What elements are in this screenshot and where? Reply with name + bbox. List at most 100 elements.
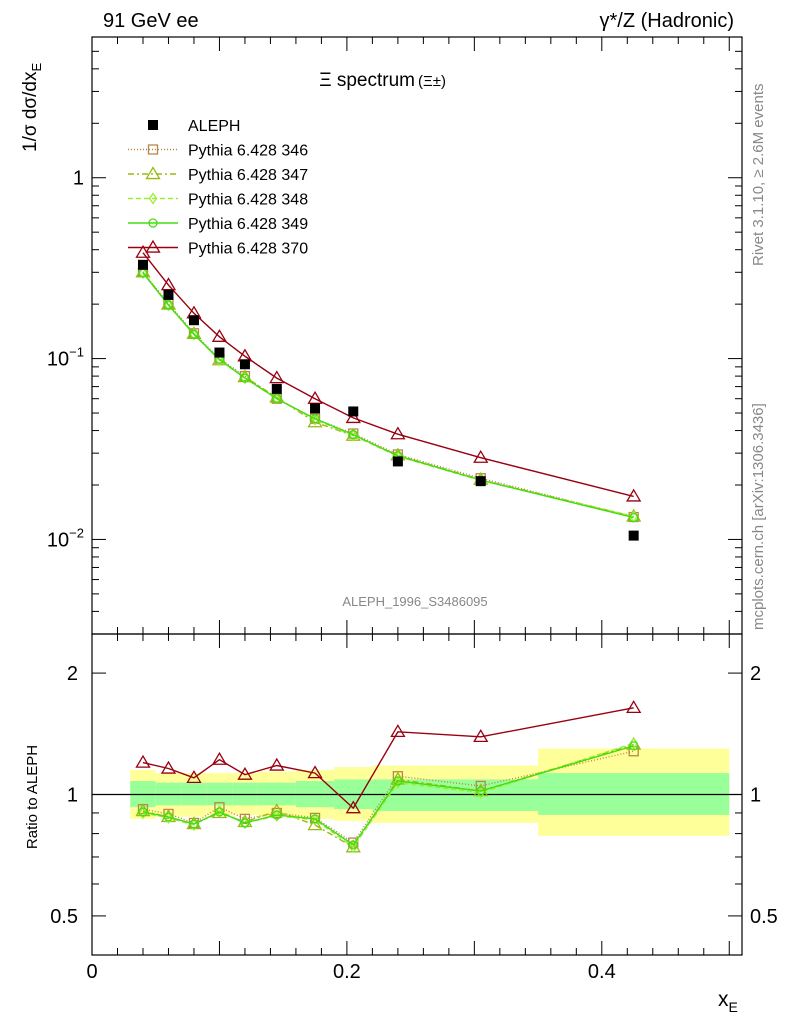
main-mc-point-4-8 <box>390 426 406 440</box>
main-mc-series-line-0 <box>142 271 634 518</box>
legend-marker-2 <box>145 166 161 180</box>
main-y-tick-label-1: 10−1 <box>47 345 84 371</box>
svg-text:1/σ dσ/dxE: 1/σ dσ/dxE <box>20 63 44 153</box>
main-data-point-0-10 <box>628 530 639 541</box>
ratio-series-4 <box>135 700 642 814</box>
main-mc-point-4-9 <box>473 449 489 463</box>
main-ylabel: 1/σ dσ/dxE <box>20 63 44 153</box>
axes-layer: 10−2 10−1 1 0.5 0.5 1 1 2 2 0 0.2 0.4 <box>47 36 778 983</box>
legend-label-5: Pythia 6.428 370 <box>188 241 308 258</box>
legend-label-2: Pythia 6.428 347 <box>188 167 308 184</box>
ratio-point-3-9 <box>476 786 486 796</box>
ratio-point-3-1 <box>163 812 174 822</box>
main-mc-point-4-5 <box>269 370 285 384</box>
main-mc-point-3-2 <box>189 329 199 340</box>
main-mc-point-3-10 <box>629 512 639 523</box>
x-axis-label: xE <box>718 988 738 1015</box>
main-mc-point-4-6 <box>307 390 323 404</box>
main-mc-series-1 <box>135 264 642 522</box>
main-mc-point-4-7 <box>345 410 361 424</box>
rivet-note: Rivet 3.1.10, ≥ 2.6M events <box>750 84 767 267</box>
main-y-tick-label-0: 10−2 <box>47 525 84 551</box>
ratio-point-4-5 <box>269 757 285 771</box>
main-data-point-0-1 <box>163 289 174 300</box>
main-mc-series-3 <box>138 268 639 523</box>
main-mc-series-line-2 <box>142 272 634 518</box>
ratio-point-3-0 <box>138 807 148 817</box>
chart-title-suffix: (Ξ±) <box>418 73 446 90</box>
analysis-watermark: ALEPH_1996_S3486095 <box>342 594 487 609</box>
legend-entry-2: Pythia 6.428 347 <box>128 166 308 184</box>
header-left: 91 GeV ee <box>103 10 199 32</box>
ratio-point-3-10 <box>629 741 639 751</box>
main-data-point-0-8 <box>392 456 403 467</box>
main-mc-series-0 <box>137 266 639 523</box>
ratio-point-4-1 <box>160 760 177 774</box>
legend-entry-4: Pythia 6.428 349 <box>128 216 308 233</box>
x-axis-label-main: x <box>718 988 729 1011</box>
ratio-point-4-0 <box>135 754 151 768</box>
x-tick-label-2: 0.4 <box>588 961 616 983</box>
legend-entry-0: ALEPH <box>148 118 240 135</box>
legend-marker-5 <box>145 239 161 253</box>
ratio-y-tick-label-left-1: 1 <box>67 785 78 807</box>
main-mc-point-4-10 <box>626 488 642 502</box>
svg-text:mcplots.cern.ch [arXiv:1306.34: mcplots.cern.ch [arXiv:1306.3436] <box>750 403 767 630</box>
ratio-point-1-6 <box>307 817 323 831</box>
main-mc-series-line-4 <box>142 252 634 498</box>
main-ylabel-sub: E <box>29 63 44 72</box>
ratio-point-2-5 <box>272 809 282 823</box>
legend-entry-1: Pythia 6.428 346 <box>128 143 308 160</box>
ratio-point-4-8 <box>390 724 406 738</box>
ratio-point-4-7 <box>345 800 361 814</box>
chart-title: Ξ spectrum <box>319 70 415 91</box>
main-mc-point-3-4 <box>240 373 250 383</box>
main-mc-point-2-0 <box>138 266 148 280</box>
x-tick-label-0: 0 <box>86 961 97 983</box>
ratio-point-3-3 <box>214 807 225 817</box>
main-data-point-0-0 <box>137 259 148 270</box>
main-mc-point-4-3 <box>211 328 228 342</box>
svg-text:Ratio to ALEPH: Ratio to ALEPH <box>24 745 41 849</box>
x-tick-label-1: 0.2 <box>333 961 361 983</box>
ratio-series-3 <box>138 741 639 850</box>
ratio-point-4-10 <box>626 700 642 714</box>
legend-marker-3 <box>148 192 158 205</box>
main-data-point-0-4 <box>239 359 250 370</box>
ratio-point-3-6 <box>310 814 320 824</box>
ratio-series-line-3 <box>142 745 634 846</box>
main-mc-point-4-1 <box>160 277 177 291</box>
main-data-series-0 <box>137 259 639 541</box>
main-mc-series-line-1 <box>142 271 634 518</box>
legend-marker-4 <box>148 218 158 228</box>
legend-entry-3: Pythia 6.428 348 <box>128 192 308 209</box>
ratio-point-2-0 <box>138 806 148 820</box>
ratio-point-3-5 <box>272 810 282 820</box>
ratio-uncertainty-bands <box>92 748 742 836</box>
ratio-y-tick-label-right-1: 1 <box>750 785 761 807</box>
main-mc-point-2-3 <box>215 354 224 367</box>
ratio-point-4-9 <box>473 729 489 743</box>
legend-label-3: Pythia 6.428 348 <box>188 192 308 209</box>
mcplots-note: mcplots.cern.ch [arXiv:1306.3436] <box>750 403 767 630</box>
main-mc-point-3-7 <box>348 429 358 440</box>
ratio-y-tick-label-right-2: 2 <box>750 663 761 685</box>
legend-marker-1 <box>147 144 159 155</box>
ratio-point-4-6 <box>307 765 323 779</box>
ratio-ylabel: Ratio to ALEPH <box>24 745 41 849</box>
main-mc-point-3-1 <box>163 300 174 310</box>
ratio-series-line-2 <box>142 742 634 849</box>
main-data-point-0-3 <box>214 347 225 358</box>
header-right: γ*/Z (Hadronic) <box>600 10 734 32</box>
main-data-point-0-2 <box>188 315 199 326</box>
legend-label-1: Pythia 6.428 346 <box>188 143 308 160</box>
main-data-point-0-7 <box>348 406 359 417</box>
x-axis-label-sub: E <box>729 999 738 1015</box>
main-mc-point-3-6 <box>310 414 320 424</box>
legend-label-4: Pythia 6.428 349 <box>188 216 308 233</box>
main-series-layer <box>135 244 642 541</box>
main-data-point-0-6 <box>310 403 321 414</box>
legend-marker-0 <box>148 120 158 130</box>
ratio-y-tick-label-left-2: 2 <box>67 663 78 685</box>
main-mc-point-3-5 <box>272 394 282 404</box>
